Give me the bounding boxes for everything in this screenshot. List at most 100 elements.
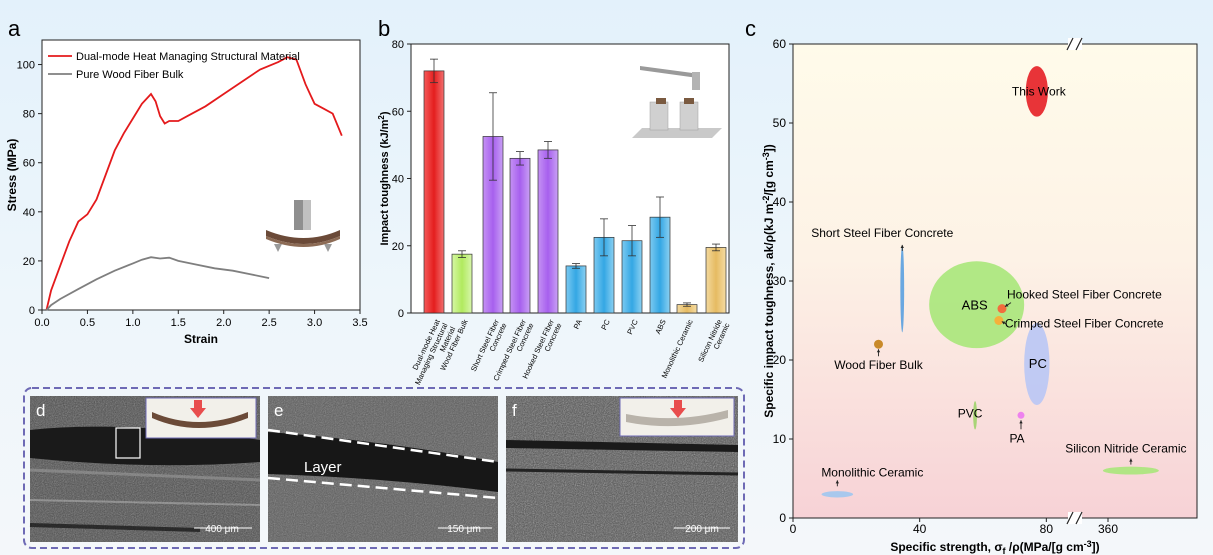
x-tick-label-a: 0.5: [80, 317, 95, 329]
bar-wood-fiber-bulk: [451, 253, 473, 314]
y-tick-label-c: 30: [773, 274, 787, 288]
x-tick-label-a: 1.0: [125, 317, 140, 329]
legend-label-a: Pure Wood Fiber Bulk: [76, 69, 184, 81]
y-tick-label-c: 40: [773, 195, 787, 209]
panel-c: c 0 10 20 30 40 50 60 0 40 80 360 This Work ABS PC Sh…: [745, 16, 1198, 555]
x-tick-label-a: 2.5: [261, 317, 276, 329]
panel-a-y-axis-label: Stress (MPa): [5, 139, 19, 212]
y-tick-label-c: 20: [773, 353, 787, 367]
y-tick-label-b: 0: [398, 308, 404, 320]
category-label-line: ABS: [653, 318, 668, 335]
panel-b-y-axis-label: Impact toughness (kJ/m2): [377, 111, 391, 245]
region-this-work: [1025, 66, 1048, 117]
point-crimped-steel-fiber-concrete: [994, 316, 1004, 325]
panel-label-a: a: [8, 16, 21, 41]
category-label-line: PA: [572, 318, 584, 330]
panel-a: a 0.0 0.5 1.0 1.5 2.0 2.5 3.0 3.5 0 20 40 60 80 100 D…: [5, 16, 368, 346]
annotation-arrowhead: [1005, 303, 1009, 307]
bending-specimen-sketch: [266, 200, 340, 252]
category-label-b: Silicon NitrideCeramic: [696, 318, 731, 367]
annotation-label: PVC: [958, 406, 983, 420]
point-hooked-steel-fiber-concrete: [997, 304, 1007, 314]
bar-pa: [565, 265, 587, 314]
category-label-b: ABS: [653, 318, 668, 335]
annotation-arrowhead: [1001, 321, 1006, 325]
y-tick-label-c: 60: [773, 37, 787, 51]
x-tick-label-a: 3.0: [307, 317, 322, 329]
bar-hooked-steel-fiber-concrete: [537, 149, 559, 314]
annotation-arrowhead: [1129, 458, 1133, 462]
panel-c-y-axis-label: Specific impact toughness, ak/ρ(kJ m-2/[…: [761, 144, 776, 418]
panel-label-c: c: [745, 16, 756, 41]
y-tick-label-b: 40: [392, 174, 404, 186]
y-tick-label-c: 10: [773, 432, 787, 446]
y-tick-label-a: 80: [23, 109, 35, 121]
annotation-label: PC: [1029, 356, 1047, 371]
y-tick-label-b: 20: [392, 241, 404, 253]
category-label-b: PA: [572, 318, 584, 330]
region-monolithic-ceramic: [821, 491, 854, 498]
annotation-arrowhead: [876, 349, 881, 353]
micrograph-dashed-frame: [23, 387, 745, 549]
axis-break-mark: [1066, 37, 1074, 51]
scale-bar-f: 200 μm: [685, 524, 719, 535]
panel-label-b: b: [378, 16, 390, 41]
scale-bar-d: 400 μm: [205, 524, 239, 535]
category-label-line: PC: [599, 318, 612, 332]
y-tick-label-a: 20: [23, 256, 35, 268]
bar-silicon-nitride-ceramic: [705, 247, 727, 314]
annotation-label: Wood Fiber Bulk: [834, 358, 923, 372]
y-tick-label-a: 100: [17, 60, 35, 72]
x-tick-label-a: 3.5: [352, 317, 367, 329]
layer-label: Layer: [304, 459, 342, 476]
series-line-wood-fiber: [45, 256, 270, 311]
annotation-label: PA: [1009, 431, 1024, 445]
axis-break-mark: [1075, 37, 1083, 51]
axis-break-mark: [1066, 511, 1074, 525]
micrograph-d: d 400 μm: [29, 396, 261, 542]
panel-label-e: e: [274, 401, 283, 420]
impact-test-sketch: [632, 66, 722, 138]
x-tick-label-c: 40: [913, 522, 927, 536]
region-pc: [1024, 322, 1050, 406]
series-line-dual-mode: [45, 56, 343, 311]
panel-label-d: d: [36, 401, 45, 420]
region-pvc: [973, 401, 977, 430]
y-tick-label-b: 60: [392, 106, 404, 118]
x-tick-label-a: 2.0: [216, 317, 231, 329]
category-label-b: PC: [599, 318, 612, 332]
y-tick-label-a: 60: [23, 158, 35, 170]
annotation-label: Short Steel Fiber Concrete: [811, 226, 953, 240]
region-abs: [929, 261, 1025, 349]
x-tick-label-a: 1.5: [171, 317, 186, 329]
legend-label-a: Dual-mode Heat Managing Structural Mater…: [76, 51, 300, 63]
panel-a-x-axis-label: Strain: [184, 332, 218, 346]
annotation-label: Crimped Steel Fiber Concrete: [1005, 317, 1164, 331]
y-tick-label-c: 50: [773, 116, 787, 130]
panel-c-x-axis-label: Specific strength, σf /ρ(MPa/[g cm-3]): [890, 539, 1099, 555]
y-tick-label-c: 0: [779, 511, 786, 525]
panel-label-f: f: [512, 401, 517, 420]
y-tick-label-a: 0: [29, 305, 35, 317]
x-tick-label-a: 0.0: [34, 317, 49, 329]
annotation-label: Monolithic Ceramic: [821, 465, 923, 479]
annotation-label: Hooked Steel Fiber Concrete: [1007, 288, 1162, 302]
point-wood-fiber-bulk: [874, 339, 883, 349]
x-tick-label-c: 360: [1098, 522, 1118, 536]
bar-crimped-steel-fiber-concrete: [509, 157, 531, 314]
annotation-label: Silicon Nitride Ceramic: [1065, 442, 1186, 456]
micrograph-panels: d 400 μm Layer e 150 μm f: [23, 387, 745, 549]
x-tick-label-c: 80: [1040, 522, 1054, 536]
axis-break-mark: [1075, 511, 1083, 525]
micrograph-e: Layer e 150 μm: [267, 396, 499, 542]
annotation-arrowhead: [900, 244, 904, 248]
bar-dual-mode-heat-managing-structural-material: [423, 70, 445, 314]
category-label-b: PVC: [625, 318, 640, 336]
scale-bar-e: 150 μm: [447, 524, 481, 535]
annotation-label: ABS: [962, 298, 988, 313]
annotation-arrowhead: [835, 480, 840, 484]
region-short-steel-fiber-concrete: [900, 245, 905, 333]
x-tick-label-c: 0: [790, 522, 797, 536]
